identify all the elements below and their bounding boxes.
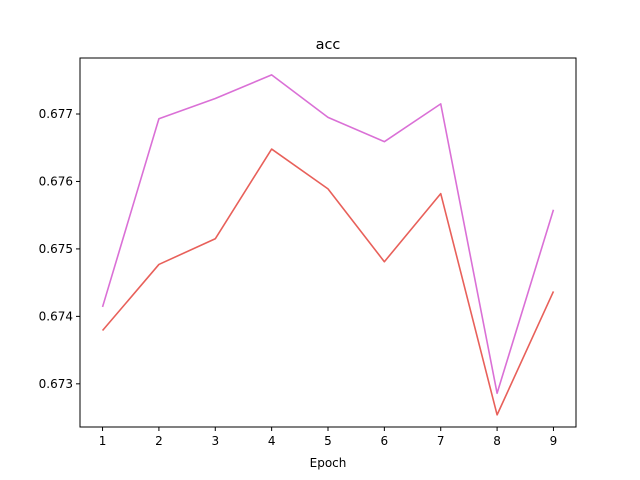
x-tick-label: 9 (550, 434, 558, 448)
series-line-2 (101, 148, 555, 416)
series-line-1 (101, 74, 555, 395)
x-tick-label: 4 (268, 434, 276, 448)
x-tick-label: 5 (324, 434, 332, 448)
y-tick-label: 0.676 (39, 174, 73, 188)
y-tick-label: 0.673 (39, 377, 73, 391)
series-layer (101, 74, 555, 416)
x-tick-label: 7 (437, 434, 445, 448)
y-axis: 0.673 0.674 0.675 0.676 0.677 (39, 107, 80, 391)
x-tick-label: 1 (99, 434, 107, 448)
x-tick-label: 2 (155, 434, 163, 448)
chart-title: acc (316, 37, 341, 53)
y-tick-label: 0.674 (39, 309, 73, 323)
x-tick-label: 6 (381, 434, 389, 448)
plot-frame (79, 57, 577, 428)
x-axis: 1 2 3 4 5 6 7 8 9 (99, 427, 558, 448)
x-axis-label: Epoch (310, 456, 347, 470)
y-tick-label: 0.675 (39, 242, 73, 256)
x-tick-label: 8 (493, 434, 501, 448)
x-tick-label: 3 (211, 434, 219, 448)
y-tick-label: 0.677 (39, 107, 73, 121)
